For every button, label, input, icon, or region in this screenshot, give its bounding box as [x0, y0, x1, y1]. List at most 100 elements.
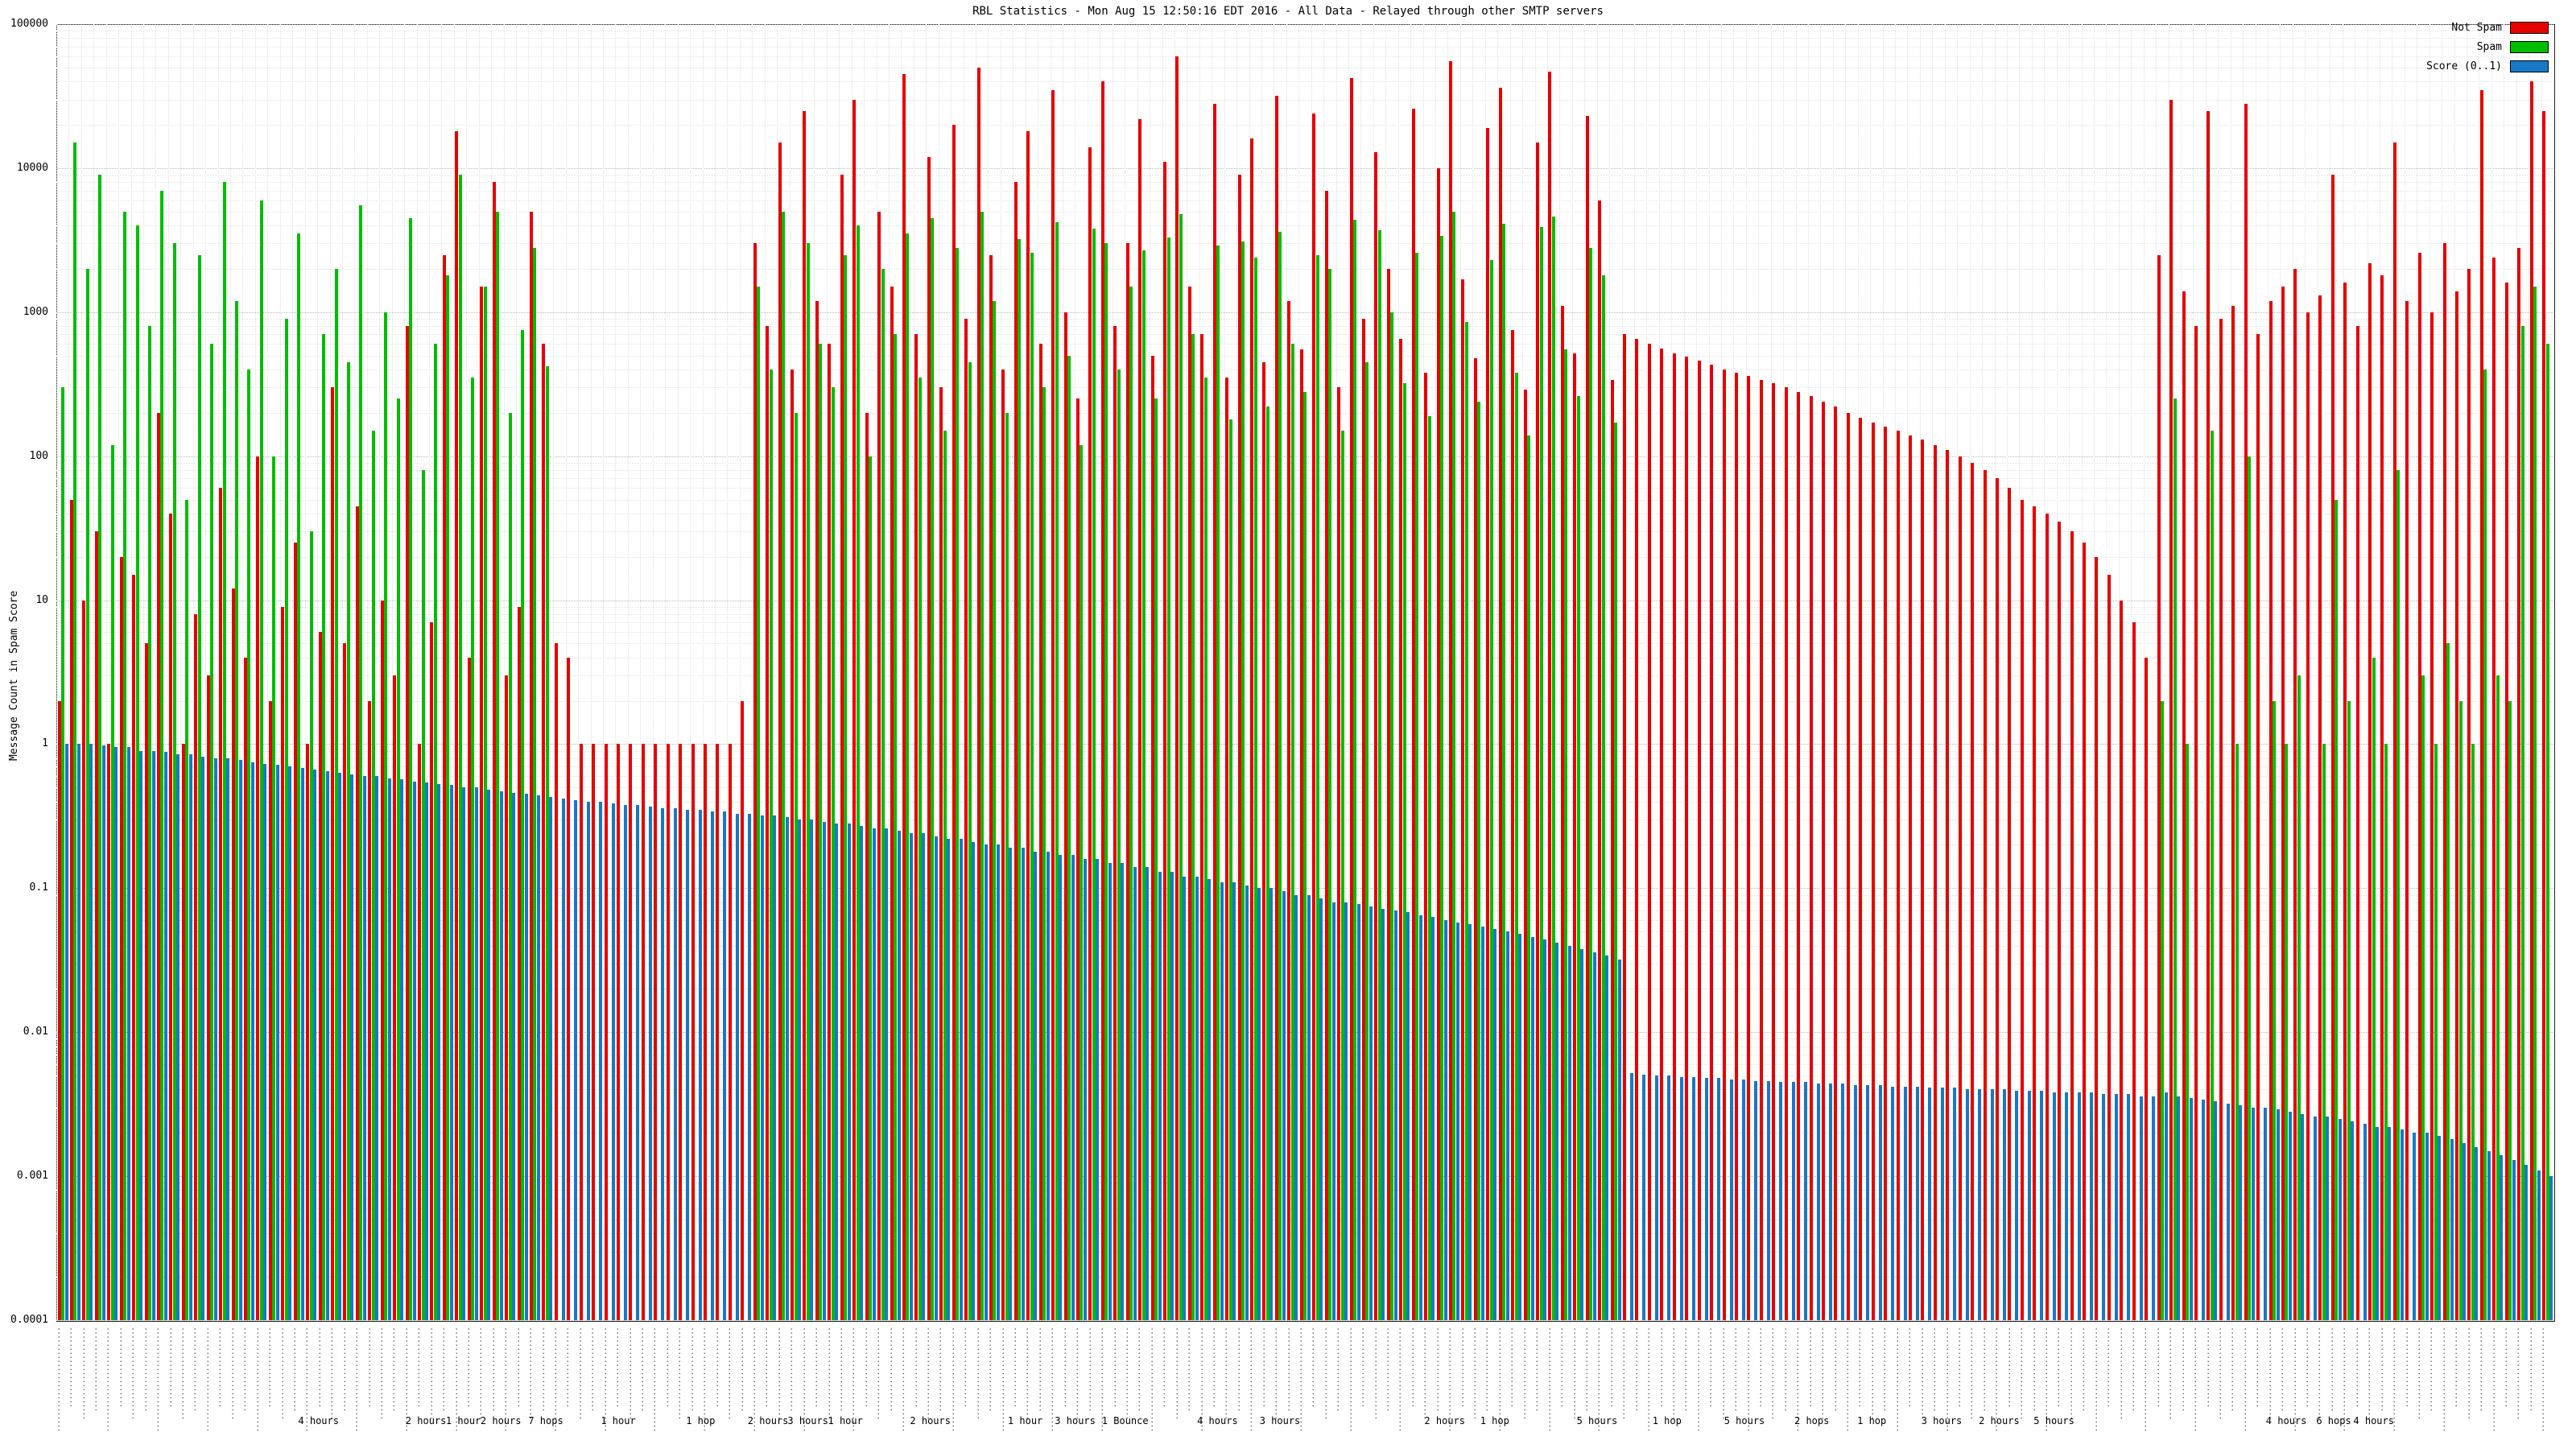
bar-score-0-1-: [338, 773, 342, 1320]
bar-not-spam: [1150, 355, 1154, 1320]
x-tick-label: ·····················: [339, 1327, 349, 1412]
bar-spam: [433, 344, 437, 1320]
x-tick-label: ·······················: [1768, 1327, 1777, 1420]
x-tick-label: ·······················: [675, 1327, 684, 1420]
bar-spam: [1104, 243, 1108, 1320]
x-tick-label: ·······················: [1569, 1327, 1579, 1420]
gridline-vertical: [205, 24, 207, 1320]
gridline-vertical: [864, 24, 865, 1320]
x-region-label: 2 hours: [1979, 1415, 2020, 1426]
gridline-vertical: [603, 24, 605, 1320]
bar-score-0-1-: [101, 745, 105, 1320]
bar-score-0-1-: [1443, 920, 1447, 1320]
bar-spam: [421, 470, 425, 1320]
bar-not-spam: [952, 125, 956, 1320]
x-tick-label: ·····················: [439, 1327, 448, 1412]
gridline-vertical: [1621, 24, 1623, 1320]
gridline-vertical: [317, 24, 319, 1320]
bar-score-0-1-: [2351, 1121, 2355, 1320]
gridline-vertical: [1882, 24, 1884, 1320]
bar-spam: [2483, 369, 2487, 1320]
bar-not-spam: [2045, 513, 2049, 1320]
x-region-label: 3 hours: [1055, 1415, 1096, 1426]
bar-not-spam: [380, 600, 384, 1320]
bar-score-0-1-: [1257, 888, 1261, 1320]
bar-score-0-1-: [1891, 1086, 1895, 1320]
bar-not-spam: [1100, 81, 1104, 1320]
bar-not-spam: [1797, 391, 1801, 1320]
gridline-vertical: [2019, 24, 2021, 1320]
bar-not-spam: [1983, 470, 1987, 1320]
x-tick-label: ····················: [2351, 1327, 2361, 1408]
bar-score-0-1-: [400, 779, 404, 1320]
bar-score-0-1-: [1059, 855, 1063, 1320]
gridline-vertical: [727, 24, 729, 1320]
bar-spam: [831, 387, 835, 1320]
x-tick-label: ·······················: [376, 1327, 386, 1420]
bar-not-spam: [2343, 283, 2347, 1320]
x-tick-label: ·······················: [2017, 1327, 2026, 1420]
gridline-vertical: [1820, 24, 1822, 1320]
bar-score-0-1-: [1195, 877, 1199, 1320]
gridline-vertical: [2280, 24, 2281, 1320]
bar-not-spam: [480, 287, 484, 1320]
bar-score-0-1-: [2400, 1129, 2404, 1320]
bar-not-spam: [1175, 56, 1179, 1320]
x-tick-label: ·····················: [1084, 1327, 1094, 1412]
bar-spam: [931, 217, 935, 1320]
bar-score-0-1-: [1108, 862, 1112, 1320]
bar-not-spam: [442, 254, 446, 1320]
bar-not-spam: [69, 499, 73, 1320]
bar-score-0-1-: [2090, 1092, 2094, 1320]
gridline-vertical: [652, 24, 654, 1320]
bar-not-spam: [57, 700, 61, 1320]
bar-score-0-1-: [561, 798, 565, 1320]
gridline-vertical: [901, 24, 902, 1320]
bar-not-spam: [331, 387, 335, 1320]
x-tick-label: ·····················: [1283, 1327, 1293, 1412]
bar-spam: [1365, 361, 1369, 1320]
x-tick-label: ·····················: [240, 1327, 250, 1412]
bar-spam: [1191, 334, 1195, 1320]
gridline-minor: [56, 344, 2553, 345]
gridline-minor: [56, 99, 2553, 101]
x-tick-label: ····················: [662, 1327, 671, 1408]
bar-score-0-1-: [2127, 1094, 2131, 1320]
bar-score-0-1-: [1978, 1089, 1982, 1320]
gridline-minor: [56, 225, 2553, 227]
bar-score-0-1-: [1804, 1082, 1808, 1320]
bar-score-0-1-: [549, 797, 553, 1320]
bar-not-spam: [989, 254, 993, 1320]
bar-not-spam: [1573, 353, 1577, 1320]
x-tick-label: ··························: [1843, 1327, 1852, 1432]
x-region-label: 4 hours: [2353, 1415, 2394, 1426]
bar-spam: [1141, 250, 1146, 1320]
bar-score-0-1-: [773, 815, 777, 1320]
bar-spam: [533, 247, 537, 1320]
gridline-vertical: [1162, 24, 1163, 1320]
x-tick-label: ····················: [1258, 1327, 1268, 1408]
x-region-label: 2 hours: [747, 1415, 789, 1426]
bar-spam: [1129, 287, 1133, 1320]
bar-score-0-1-: [1717, 1078, 1721, 1320]
bar-spam: [1216, 246, 1220, 1320]
gridline-vertical: [1199, 24, 1200, 1320]
bar-not-spam: [281, 606, 285, 1320]
bar-score-0-1-: [2003, 1089, 2007, 1320]
bar-score-0-1-: [1853, 1084, 1857, 1320]
bar-not-spam: [430, 622, 434, 1320]
x-tick-label: ·······················: [2116, 1327, 2125, 1420]
x-tick-label: ··························: [2190, 1327, 2200, 1432]
gridline-vertical: [118, 24, 120, 1320]
bar-score-0-1-: [275, 764, 279, 1320]
bar-spam: [309, 531, 313, 1320]
bar-spam: [1092, 229, 1096, 1320]
bar-not-spam: [2492, 257, 2496, 1320]
gridline-vertical: [889, 24, 890, 1320]
bar-not-spam: [616, 744, 620, 1320]
x-tick-label: ·······················: [526, 1327, 535, 1420]
bar-spam: [172, 243, 176, 1320]
gridline-minor: [56, 125, 2553, 126]
bar-not-spam: [1871, 423, 1875, 1320]
bar-not-spam: [815, 300, 819, 1320]
